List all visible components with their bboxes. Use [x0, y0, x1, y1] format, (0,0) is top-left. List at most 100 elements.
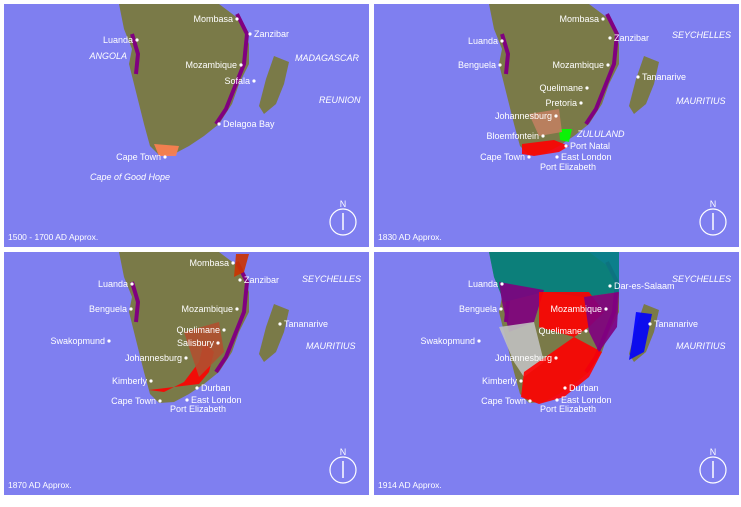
place-label: Zanzibar [244, 275, 279, 285]
map-panel: Mombasa Zanzibar Luanda ANGOLA MADAGASCAR Moz… [4, 4, 369, 247]
territory [559, 129, 572, 142]
place-dot [564, 144, 568, 148]
place-dot [636, 75, 640, 79]
place-dot [499, 307, 503, 311]
territory [149, 342, 214, 392]
caption: 1870 AD Approx. [8, 480, 72, 490]
place-dot [195, 386, 199, 390]
place-dot [217, 122, 221, 126]
place-dot [107, 339, 111, 343]
compass-ring [329, 456, 357, 484]
place-label: Swakopmund [50, 336, 105, 346]
territory [521, 337, 602, 404]
place-label: Mombasa [189, 258, 229, 268]
place-label: Tananarive [642, 72, 686, 82]
place-dot [135, 38, 139, 42]
place-dot [477, 339, 481, 343]
place-dot [519, 379, 523, 383]
place-dot [541, 134, 545, 138]
place-label: Mozambique [552, 60, 604, 70]
place-label: Quelimane [176, 325, 220, 335]
place-dot [498, 63, 502, 67]
place-dot [608, 284, 612, 288]
place-label: Luanda [98, 279, 128, 289]
caption: 1914 AD Approx. [378, 480, 442, 490]
place-label: Mombasa [559, 14, 599, 24]
map-panel: Mombasa Zanzibar SEYCHELLES Luanda Mozambiqu… [4, 252, 369, 495]
place-label: Luanda [103, 35, 133, 45]
place-dot [648, 322, 652, 326]
place-label: Cape Town [480, 152, 525, 162]
place-dot [604, 307, 608, 311]
place-label: SEYCHELLES [672, 274, 731, 284]
place-label: Cape Town [481, 396, 526, 406]
place-label: MAURITIUS [676, 96, 726, 106]
territory [499, 322, 544, 377]
place-label: Benguela [459, 304, 497, 314]
compass-ring [329, 208, 357, 236]
place-label: Sofala [224, 76, 250, 86]
compass-label: N [340, 447, 347, 457]
place-dot [130, 282, 134, 286]
place-label: Luanda [468, 279, 498, 289]
place-dot [601, 17, 605, 21]
place-dot [231, 261, 235, 265]
place-dot [222, 328, 226, 332]
place-dot [606, 63, 610, 67]
place-label: Port Elizabeth [540, 162, 596, 172]
territory [522, 140, 569, 156]
place-dot [158, 399, 162, 403]
place-label: Pretoria [545, 98, 577, 108]
place-dot [554, 356, 558, 360]
place-dot [278, 322, 282, 326]
place-label: Durban [569, 383, 599, 393]
place-label: Mozambique [185, 60, 237, 70]
place-label: SEYCHELLES [302, 274, 361, 284]
place-dot [235, 307, 239, 311]
place-dot [584, 329, 588, 333]
place-label: Johannesburg [125, 353, 182, 363]
place-label: Salisbury [177, 338, 215, 348]
place-dot [238, 278, 242, 282]
territory [499, 282, 544, 332]
place-label: Kimberly [482, 376, 518, 386]
place-dot [184, 356, 188, 360]
place-label: Mozambique [181, 304, 233, 314]
territory [584, 292, 619, 352]
place-label: Durban [201, 383, 231, 393]
place-label: Cape of Good Hope [90, 172, 170, 182]
place-label: SEYCHELLES [672, 30, 731, 40]
place-dot [554, 114, 558, 118]
place-dot [555, 155, 559, 159]
place-label: Johannesburg [495, 353, 552, 363]
territory [529, 109, 562, 136]
place-label: MAURITIUS [306, 341, 356, 351]
place-dot [579, 101, 583, 105]
place-label: Dar-es-Salaam [614, 281, 675, 291]
compass-ring [699, 456, 727, 484]
place-dot [608, 36, 612, 40]
territory [629, 312, 652, 360]
place-label: Benguela [458, 60, 496, 70]
compass-label: N [710, 199, 717, 209]
place-label: Zanzibar [614, 33, 649, 43]
place-dot [528, 399, 532, 403]
place-label: Zanzibar [254, 29, 289, 39]
place-dot [555, 398, 559, 402]
place-label: Luanda [468, 36, 498, 46]
place-dot [563, 386, 567, 390]
place-label: Cape Town [116, 152, 161, 162]
territory [184, 322, 224, 377]
place-label: East London [561, 395, 612, 405]
place-label: ZULULAND [576, 129, 625, 139]
place-dot [527, 155, 531, 159]
place-label: Mombasa [193, 14, 233, 24]
compass-label: N [340, 199, 347, 209]
place-label: Port Elizabeth [170, 404, 226, 414]
place-dot [216, 341, 220, 345]
territory [154, 144, 179, 156]
place-dot [239, 63, 243, 67]
place-dot [235, 17, 239, 21]
place-label: MAURITIUS [676, 341, 726, 351]
